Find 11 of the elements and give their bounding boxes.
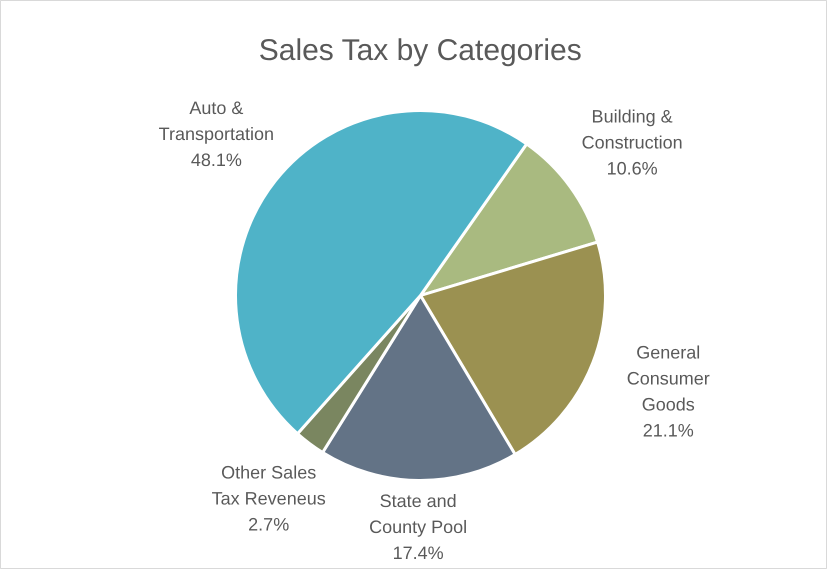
data-label: 17.4% bbox=[392, 543, 444, 564]
slice-label: General Consumer Goods bbox=[626, 342, 710, 415]
slice-label: Building & Construction bbox=[582, 106, 683, 152]
slice-label: State and County Pool bbox=[369, 491, 468, 538]
data-label: 10.6% bbox=[606, 158, 658, 178]
slice-label: Other Sales Tax Reveneus bbox=[212, 462, 326, 508]
data-label: 48.1% bbox=[190, 150, 242, 170]
slice-label: Auto & Transportation bbox=[158, 98, 274, 144]
data-label: 21.1% bbox=[642, 420, 694, 441]
data-label: 2.7% bbox=[248, 514, 290, 534]
chart-title: Sales Tax by Categories bbox=[258, 34, 582, 67]
